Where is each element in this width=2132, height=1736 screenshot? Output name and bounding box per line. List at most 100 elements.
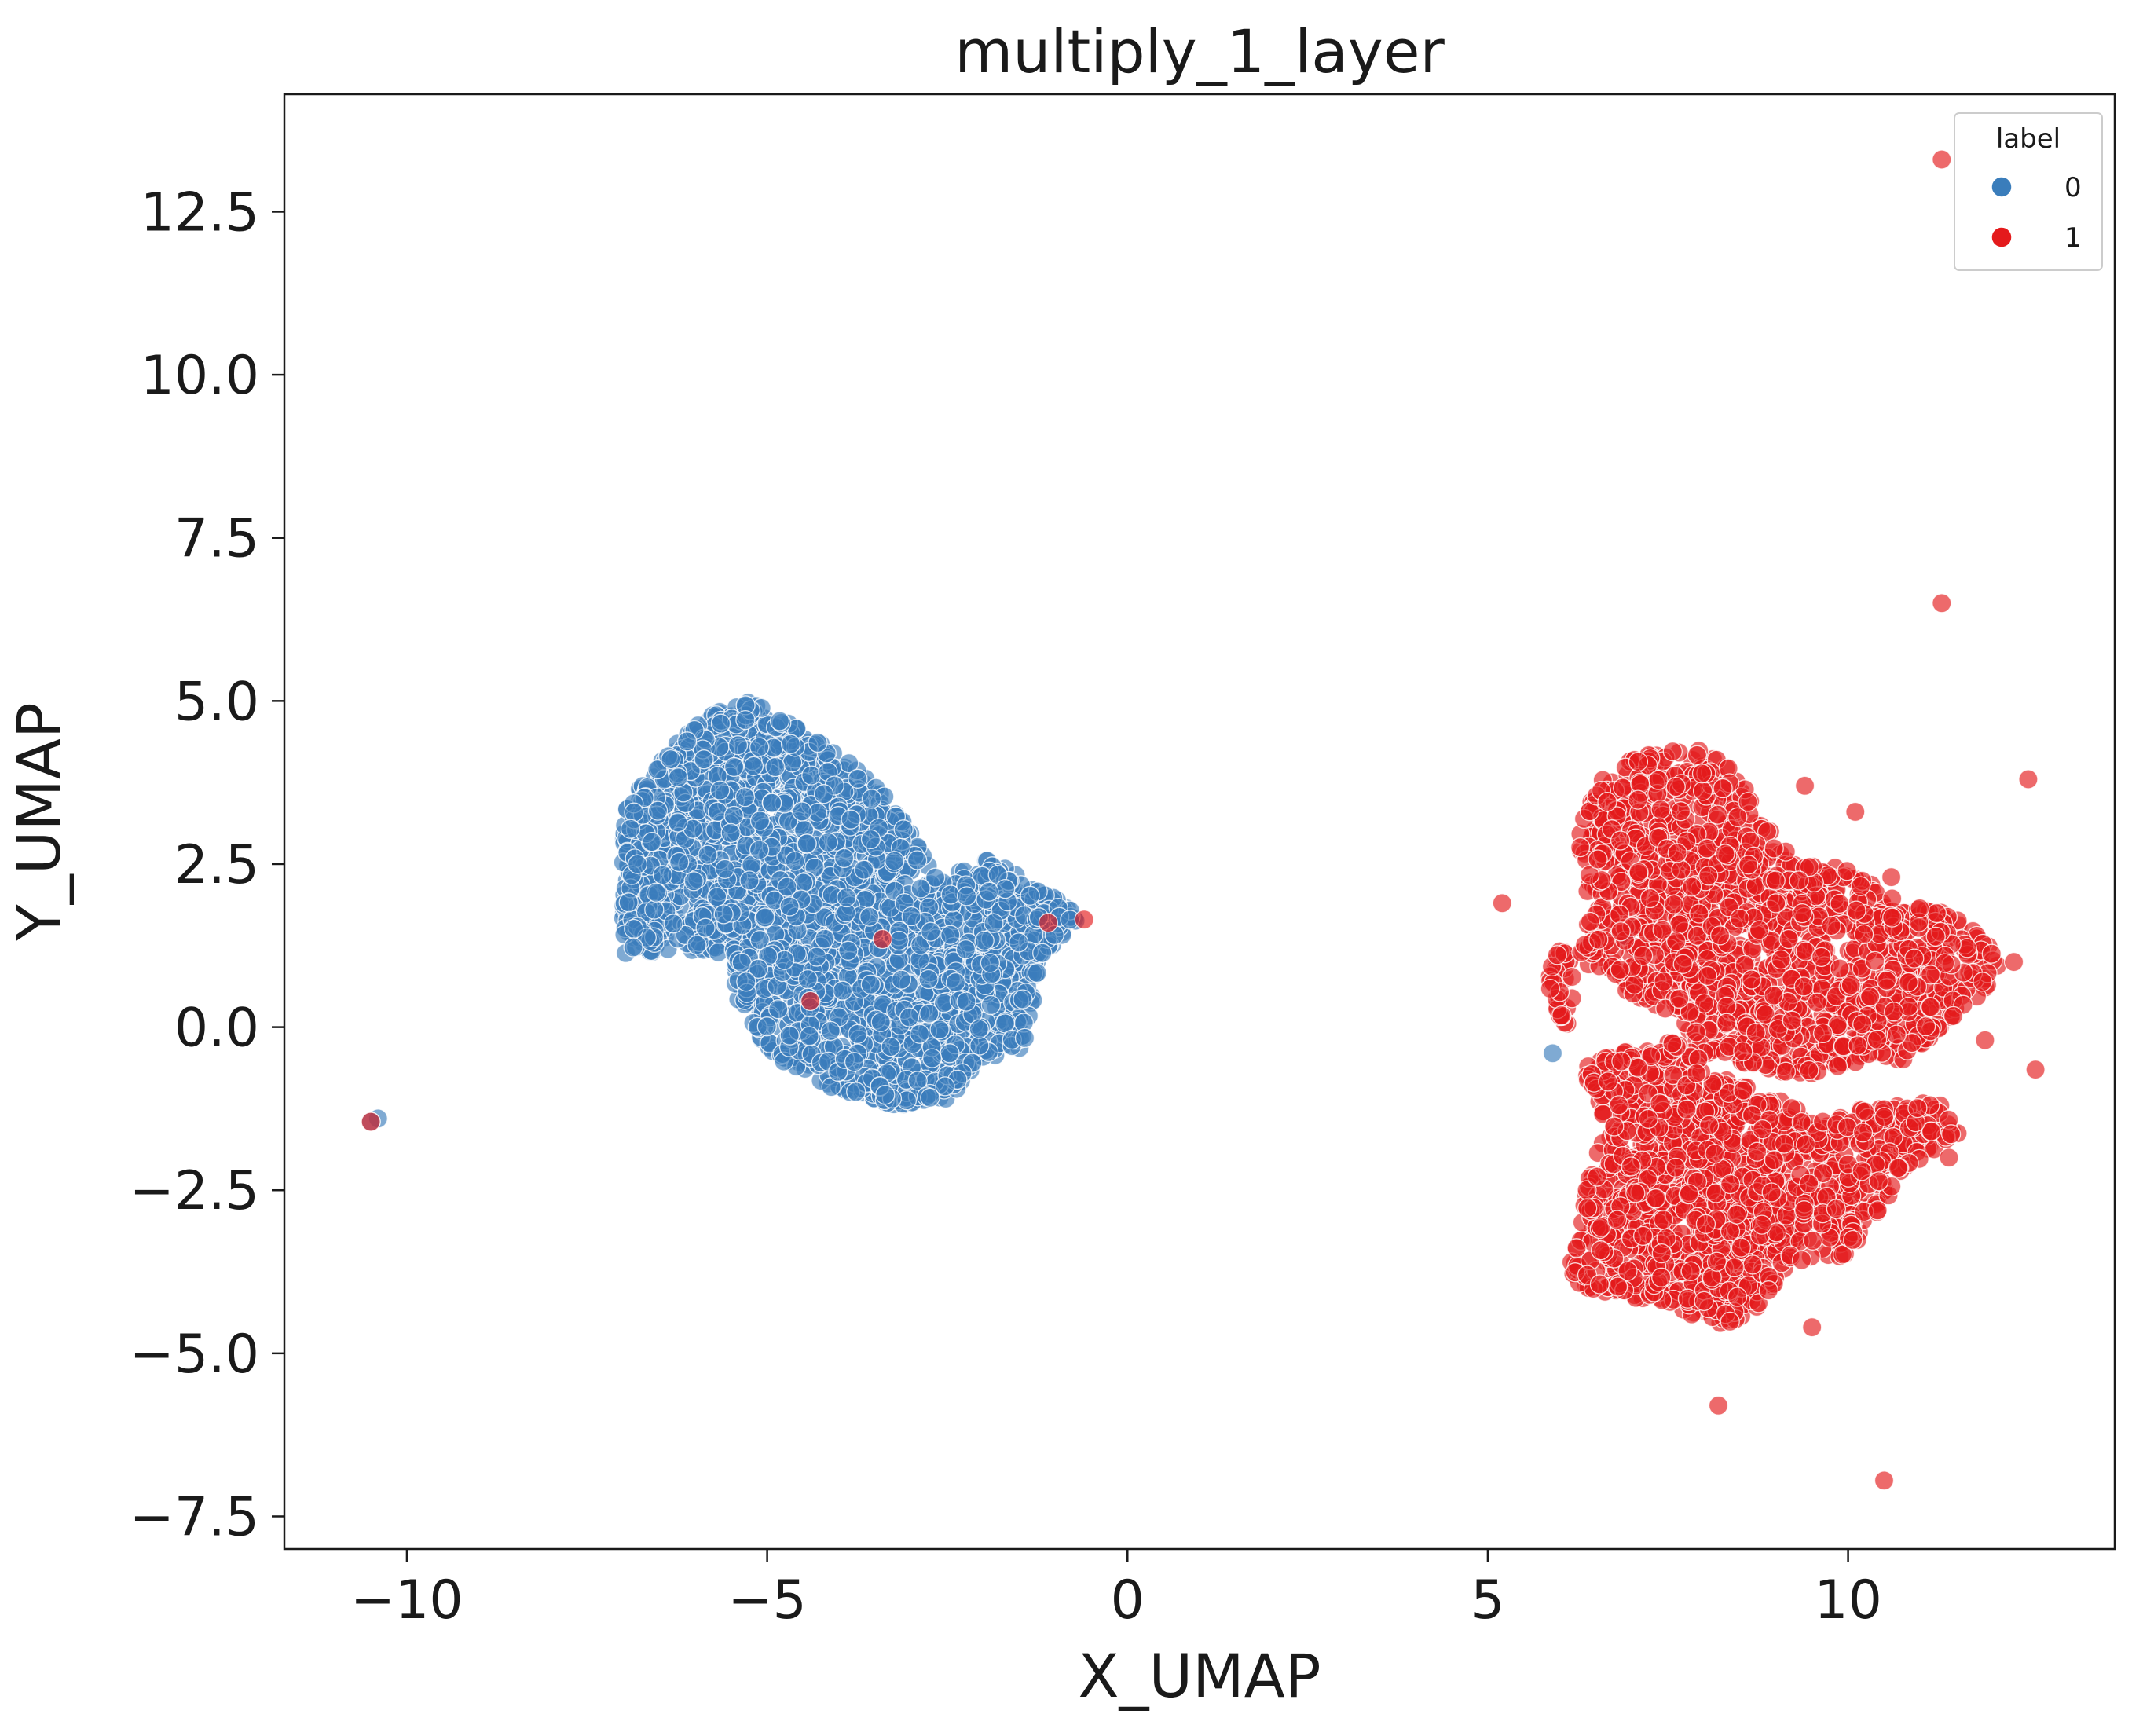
series-0-point — [707, 887, 727, 907]
series-0-point — [956, 886, 977, 906]
series-0-point — [749, 840, 770, 860]
series-1-point — [1981, 943, 2002, 964]
series-0-point — [713, 904, 734, 925]
series-0-point — [848, 768, 868, 789]
series-1-point — [1865, 950, 1885, 972]
series-1-point — [1665, 776, 1686, 797]
series-0-point — [979, 881, 999, 902]
series-0-point — [707, 801, 728, 822]
series-1-point — [1764, 838, 1784, 859]
series-1-point — [1547, 945, 1567, 965]
series-0-point — [956, 991, 976, 1012]
series-0-point — [860, 829, 881, 850]
series-1-point — [1551, 1005, 1572, 1026]
series-0-point — [806, 947, 827, 967]
series-0-point — [785, 851, 805, 871]
series-1-point — [1841, 975, 1861, 995]
series-0-point — [899, 1007, 920, 1027]
series-1-point — [1882, 907, 1903, 928]
series-0-point — [765, 756, 786, 778]
series-0-point — [779, 1025, 800, 1046]
series-0-point — [833, 980, 853, 1001]
series-1-point — [1738, 855, 1759, 875]
series-1-point — [1672, 954, 1693, 974]
series-0-point — [995, 878, 1016, 899]
series-0-point — [779, 896, 800, 917]
series-1-point — [1562, 966, 1582, 987]
series-1-point — [1628, 752, 1649, 772]
series-0-point — [743, 756, 764, 776]
series-0-point — [921, 921, 941, 942]
series-1-point — [1853, 924, 1874, 945]
series-1-point — [1746, 1022, 1766, 1043]
series-0-point — [969, 1019, 989, 1039]
series-0-point — [646, 882, 666, 903]
series-1-point — [1716, 1013, 1737, 1033]
series-0-point — [749, 811, 771, 831]
series-1-point — [1713, 778, 1733, 799]
series-0-point — [945, 972, 966, 993]
series-0-point — [1014, 1027, 1035, 1049]
series-0-point — [844, 1052, 865, 1072]
series-0-point — [749, 737, 770, 757]
series-0-point — [815, 928, 835, 949]
series-1-point — [1742, 969, 1762, 990]
series-1-point — [1639, 888, 1661, 909]
series-1-point — [1691, 764, 1713, 784]
series-1-point — [1682, 877, 1702, 897]
series-0-point — [974, 930, 995, 951]
series-0-point — [1013, 989, 1033, 1009]
series-1-point — [1610, 830, 1631, 851]
series-0-point — [761, 793, 782, 813]
series-0-point — [668, 767, 689, 788]
series-0-point — [1009, 932, 1029, 953]
series-0-point — [921, 1048, 943, 1068]
series-1-point — [1610, 921, 1631, 942]
points-layer — [361, 149, 2046, 1491]
series-1-point — [1926, 903, 1947, 924]
series-1-point — [1697, 838, 1717, 859]
series-0-point — [1020, 885, 1040, 906]
series-0-point — [1032, 943, 1053, 963]
series-1-point — [1597, 792, 1617, 812]
series-0-point — [861, 789, 882, 809]
series-0-point — [929, 1020, 950, 1040]
series-0-point — [801, 765, 822, 786]
series-0-point — [627, 854, 648, 874]
series-1-point — [1921, 997, 1941, 1017]
series-1-point — [1707, 804, 1728, 825]
series-0-point — [774, 950, 795, 970]
series-0-point — [854, 859, 874, 880]
series-0-point — [695, 917, 716, 938]
series-1-point — [1764, 985, 1784, 1005]
series-1-point — [1648, 770, 1669, 790]
series-1-point — [1540, 978, 1560, 999]
series-1-point — [1848, 1035, 1868, 1056]
series-1-point — [1628, 862, 1649, 882]
series-0-point — [623, 937, 643, 958]
series-0-point — [920, 1087, 940, 1108]
series-1-point — [1792, 903, 1812, 924]
series-0-point — [860, 974, 881, 994]
series-1-point — [1624, 974, 1645, 995]
series-1-point — [1882, 888, 1903, 909]
series-0-point — [955, 939, 976, 960]
series-0-point — [870, 1012, 891, 1032]
series-1-point — [1973, 972, 1993, 992]
series-1-point — [1580, 911, 1600, 932]
series-0-point — [755, 907, 775, 928]
series-1-point — [1830, 958, 1850, 979]
series-1-point — [1778, 928, 1799, 950]
series-0-point — [694, 749, 714, 770]
series-0-point — [739, 870, 760, 891]
series-0-point — [799, 1026, 819, 1046]
series-0-point — [885, 851, 905, 871]
series-0-point — [669, 852, 690, 873]
series-0-point — [881, 1036, 901, 1057]
series-0-point — [907, 850, 928, 870]
series-1-point — [1697, 965, 1718, 986]
series-1-point — [1799, 1060, 1819, 1081]
series-1-point — [1771, 949, 1791, 970]
series-0-point — [734, 787, 756, 808]
